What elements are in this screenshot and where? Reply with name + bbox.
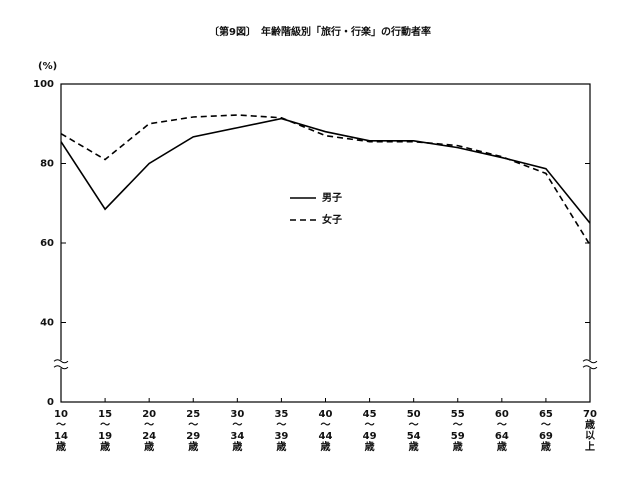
axis-break-gap: [584, 360, 596, 369]
y-tick-label: 100: [33, 79, 54, 90]
y-tick-label: 60: [40, 238, 54, 249]
y-tick-label: 80: [40, 159, 54, 170]
axis-break: [53, 365, 69, 370]
y-tick-label: 0: [47, 397, 54, 408]
legend-label: 男子: [322, 192, 342, 204]
axis-break: [582, 365, 598, 370]
y-axis-label: (%): [38, 61, 57, 72]
x-tick-label: 50 ～ 54 歳: [407, 409, 421, 453]
x-tick-label: 35 ～ 39 歳: [274, 409, 288, 453]
axis-break: [582, 359, 598, 364]
x-tick-label: 10 ～ 14 歳: [54, 409, 68, 453]
x-tick-label: 25 ～ 29 歳: [186, 409, 200, 453]
x-tick-label: 45 ～ 49 歳: [363, 409, 377, 453]
x-tick-label: 55 ～ 59 歳: [451, 409, 465, 453]
x-tick-label: 30 ～ 34 歳: [230, 409, 244, 453]
series-line: [60, 117, 591, 224]
x-tick-label: 60 ～ 64 歳: [495, 409, 509, 453]
x-tick-label: 15 ～ 19 歳: [98, 409, 112, 453]
axis-break-gap: [55, 360, 67, 369]
x-tick-label: 70 歳以上: [583, 409, 597, 453]
x-tick-label: 40 ～ 44 歳: [319, 409, 333, 453]
x-tick-label: 65 ～ 69 歳: [539, 409, 553, 453]
axis-break: [53, 359, 69, 364]
x-tick-label: 20 ～ 24 歳: [142, 409, 156, 453]
chart-title: 〔第9図〕 年齢階級別「旅行・行楽」の行動者率: [209, 25, 431, 38]
y-tick-label: 40: [40, 318, 54, 329]
legend-label: 女子: [322, 213, 342, 226]
